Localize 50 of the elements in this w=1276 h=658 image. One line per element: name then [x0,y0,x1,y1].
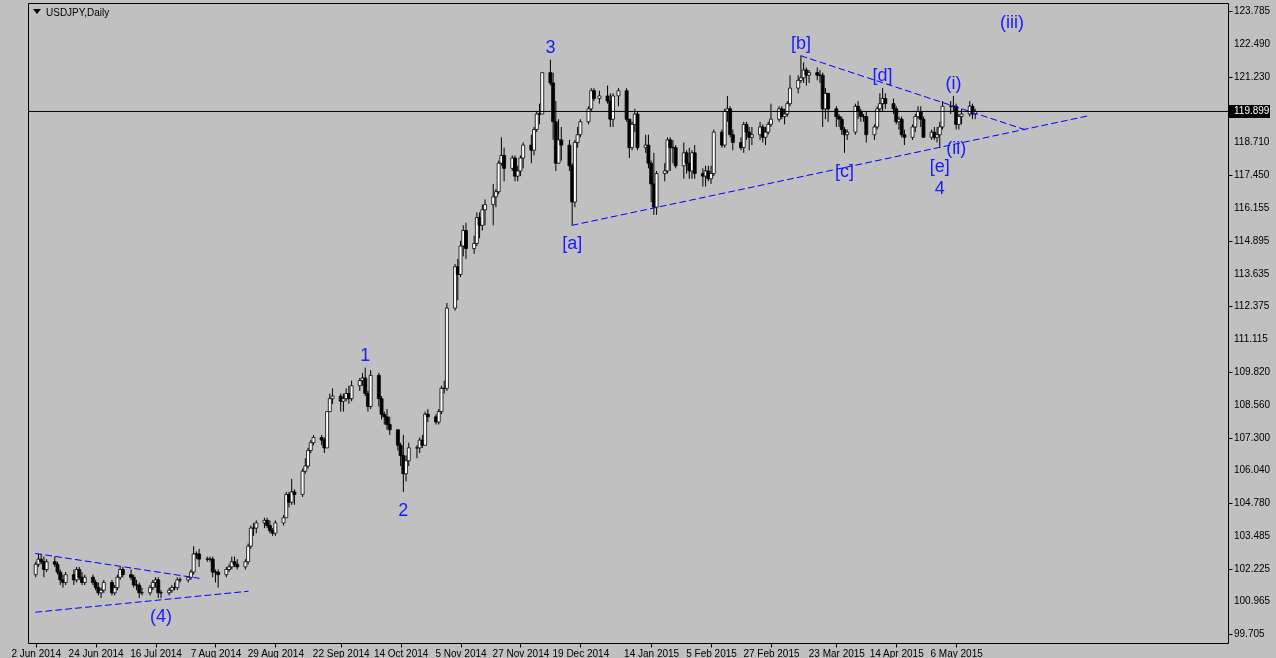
x-tick-label: 2 Jun 2014 [11,647,62,658]
x-tick-label: 16 Jul 2014 [130,647,183,658]
x-tick-label: 6 May 2015 [930,647,984,658]
y-tick-label: 114.895 [1234,234,1270,246]
y-tick-label: 106.040 [1234,464,1271,476]
x-tick-label: 27 Nov 2014 [492,647,550,658]
annotation: 3 [545,36,556,57]
annotation: 1 [360,344,371,365]
annotation: (i) [945,72,962,93]
annotation: 2 [398,499,409,520]
y-tick-label: 116.155 [1234,202,1270,214]
x-tick-label: 29 Aug 2014 [247,647,305,658]
x-tick-label: 7 Aug 2014 [190,647,242,658]
annotation: [a] [562,233,583,254]
x-tick-label: 14 Jan 2015 [624,647,680,658]
annotation: 4 [934,177,945,198]
x-tick-label: 19 Dec 2014 [552,647,610,658]
x-tick-label: 5 Nov 2014 [435,647,488,658]
y-tick-label: 112.375 [1234,300,1270,312]
ref-line-label: 119.899 [1234,105,1270,117]
y-tick-label: 103.485 [1234,530,1271,542]
y-tick-label: 102.225 [1234,562,1271,574]
y-tick-label: 99.705 [1234,628,1266,640]
annotation: [b] [790,32,811,53]
annotation: (ii) [946,137,967,158]
y-tick-label: 122.490 [1234,38,1271,50]
chart-title: USDJPY,Daily [46,7,110,18]
y-tick-label: 117.450 [1234,168,1270,180]
y-tick-label: 121.230 [1234,71,1271,83]
annotation: (4) [149,605,172,626]
annotation: [d] [872,65,893,86]
y-tick-label: 100.965 [1234,595,1271,607]
x-tick-label: 23 Mar 2015 [808,647,866,658]
y-tick-label: 118.710 [1234,136,1270,148]
x-tick-label: 24 Jun 2014 [68,647,125,658]
y-tick-label: 104.780 [1234,496,1271,508]
x-tick-label: 22 Sep 2014 [312,647,371,658]
x-tick-label: 27 Feb 2015 [743,647,800,658]
annotation: [c] [834,160,854,181]
annotation: [e] [929,155,950,176]
x-tick-label: 14 Oct 2014 [373,647,429,658]
annotation: (iii) [1000,12,1024,32]
x-tick-label: 14 Apr 2015 [869,647,925,658]
y-tick-label: 111.115 [1234,332,1269,344]
y-tick-label: 123.785 [1234,4,1271,16]
y-tick-label: 109.820 [1234,366,1271,378]
y-tick-label: 113.635 [1234,267,1270,279]
y-tick-label: 107.300 [1234,431,1271,443]
x-tick-label: 5 Feb 2015 [686,647,738,658]
y-tick-label: 108.560 [1234,398,1271,410]
